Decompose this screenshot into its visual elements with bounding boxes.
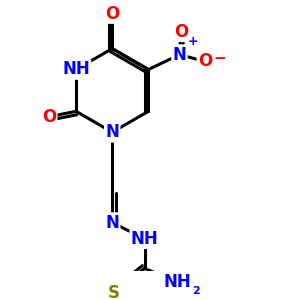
Text: O: O	[174, 23, 188, 41]
Text: 2: 2	[192, 286, 200, 296]
Text: N: N	[105, 123, 119, 141]
Text: N: N	[172, 46, 186, 64]
Text: S: S	[108, 284, 120, 300]
Text: O: O	[42, 108, 56, 126]
Text: −: −	[213, 51, 226, 66]
Text: NH: NH	[62, 61, 90, 79]
Text: O: O	[198, 52, 212, 70]
Text: O: O	[105, 4, 119, 22]
Text: NH: NH	[163, 273, 191, 291]
Text: N: N	[105, 214, 119, 232]
Text: +: +	[188, 35, 198, 48]
Text: NH: NH	[131, 230, 158, 248]
